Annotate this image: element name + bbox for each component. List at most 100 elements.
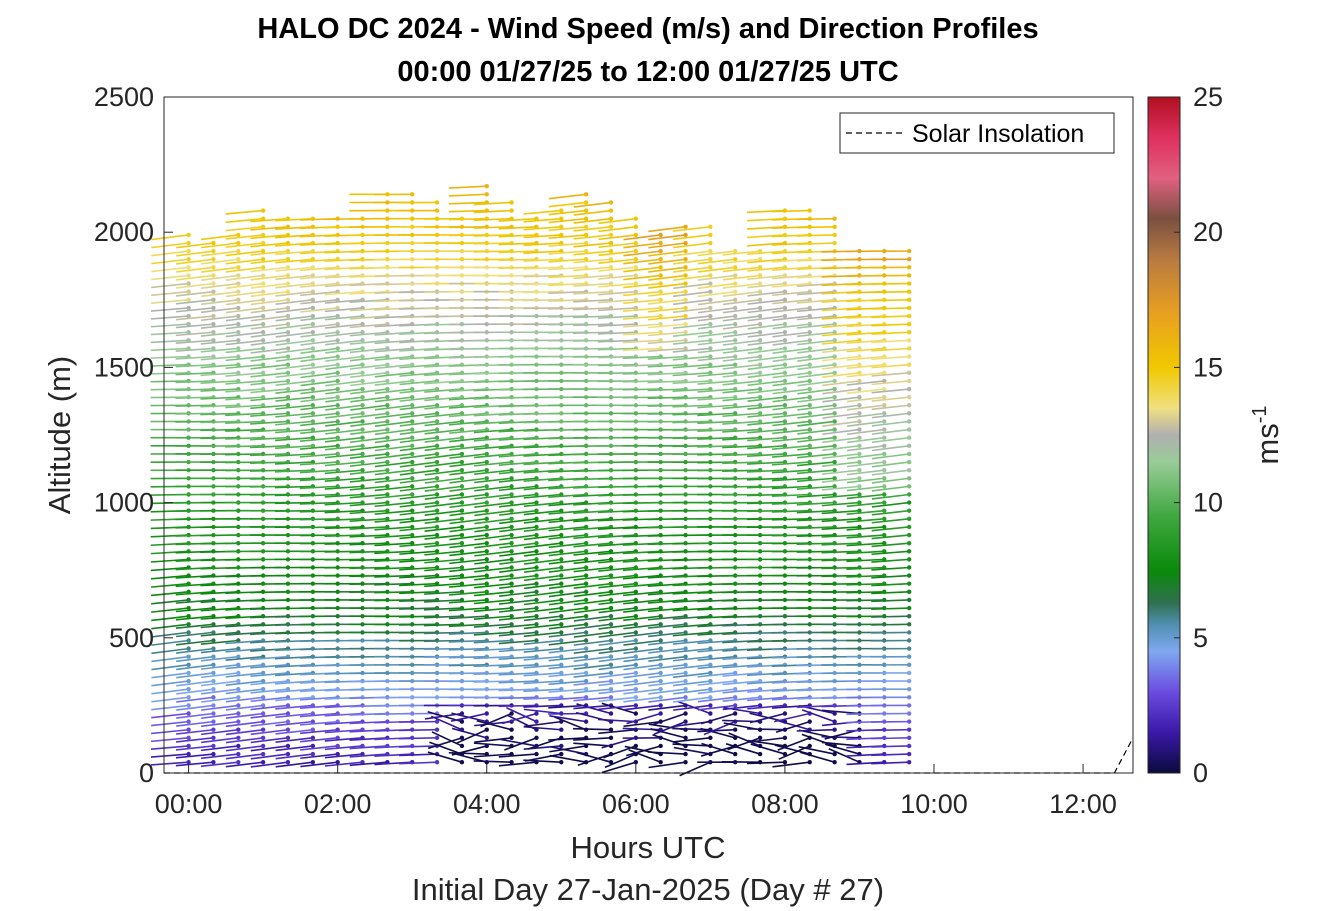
wind-barb-point (434, 557, 440, 562)
wind-barb (374, 558, 413, 562)
wind-barb (771, 266, 810, 271)
wind-barb (523, 647, 562, 653)
wind-barb (449, 582, 487, 588)
wind-barb-point (732, 727, 738, 732)
wind-barb (747, 696, 785, 702)
wind-barb-point (310, 403, 316, 408)
wind-barb (797, 396, 835, 403)
wind-barb (821, 461, 860, 468)
wind-barb-point (385, 476, 390, 481)
wind-barb (225, 282, 264, 290)
wind-barb-point (335, 411, 340, 416)
wind-barb (225, 737, 264, 744)
wind-barb (399, 526, 438, 532)
wind-barb-point (583, 224, 589, 229)
wind-barb (622, 331, 661, 336)
wind-barb-point (633, 573, 639, 578)
wind-barb-point (260, 313, 266, 319)
wind-barb (374, 485, 413, 492)
wind-barb (200, 753, 239, 760)
wind-barb-point (459, 459, 465, 465)
wind-barb-point (807, 305, 812, 311)
wind-barb (151, 696, 189, 703)
wind-barb-point (211, 743, 216, 749)
wind-barb (747, 258, 785, 264)
wind-barb (299, 461, 338, 466)
wind-barb-point (484, 549, 489, 554)
wind-barb (474, 461, 512, 467)
wind-barb-point (732, 265, 738, 270)
wind-barb-point (410, 427, 415, 432)
wind-barb (573, 696, 612, 702)
wind-barb-point (310, 443, 316, 449)
wind-barb (722, 420, 761, 425)
wind-barb (200, 347, 239, 353)
wind-barb-point (757, 370, 763, 376)
wind-barb (797, 445, 835, 451)
wind-barb-point (360, 346, 365, 351)
wind-barb-point (633, 703, 639, 708)
wind-barb-point (434, 516, 440, 522)
wind-barb (697, 639, 736, 645)
wind-barb-point (484, 476, 489, 481)
wind-barb (772, 436, 810, 443)
wind-barb (151, 623, 189, 630)
wind-barb-point (757, 313, 763, 319)
wind-barb (597, 339, 636, 343)
wind-barb (225, 672, 264, 678)
wind-barb-point (683, 654, 688, 659)
wind-barb (423, 639, 462, 643)
wind-barb (871, 550, 910, 556)
wind-barb (673, 250, 711, 257)
wind-barb-point (260, 224, 266, 229)
wind-barb (424, 518, 463, 524)
wind-barb (324, 323, 363, 329)
wind-barb (573, 591, 612, 598)
wind-barb (474, 591, 512, 597)
wind-barb (523, 680, 562, 685)
wind-barb (623, 599, 661, 605)
wind-barb (250, 323, 289, 330)
wind-barb-point (410, 459, 415, 465)
wind-barb-point (211, 248, 216, 254)
wind-barb (448, 396, 487, 401)
wind-barb (871, 518, 910, 524)
wind-barb (300, 299, 338, 305)
wind-barb-point (757, 411, 763, 416)
wind-barb (871, 307, 910, 310)
wind-barb (822, 396, 860, 403)
wind-barb (275, 428, 313, 434)
wind-barb-point (459, 516, 465, 522)
wind-barb-point (658, 605, 663, 611)
wind-barb (299, 469, 338, 474)
wind-barb (700, 727, 736, 739)
wind-barb (399, 607, 438, 610)
wind-barb-point (882, 370, 887, 376)
wind-barb (548, 631, 587, 638)
wind-barb (623, 688, 661, 695)
wind-barb (871, 347, 910, 352)
wind-barb (399, 339, 438, 344)
wind-barb (524, 753, 562, 762)
wind-barb-point (708, 711, 713, 716)
wind-barb-point (434, 735, 440, 741)
wind-barb-point (211, 695, 216, 700)
wind-barb (797, 372, 835, 379)
wind-barb (846, 574, 885, 578)
wind-barb-point (832, 330, 837, 335)
wind-barb-point (732, 257, 738, 262)
wind-barb (249, 485, 288, 488)
colorbar-tick-label: 25 (1193, 82, 1223, 112)
wind-barb (623, 704, 661, 711)
wind-barb (448, 631, 487, 635)
wind-barb-point (559, 581, 564, 586)
wind-barb-point (534, 751, 539, 757)
wind-barb (250, 412, 289, 417)
wind-barb-point (410, 500, 415, 505)
wind-barb-point (757, 695, 763, 700)
wind-barb-point (285, 427, 291, 432)
wind-barb (573, 299, 612, 303)
wind-barb (499, 582, 537, 589)
wind-barb-point (211, 727, 216, 732)
wind-barb (672, 331, 711, 337)
